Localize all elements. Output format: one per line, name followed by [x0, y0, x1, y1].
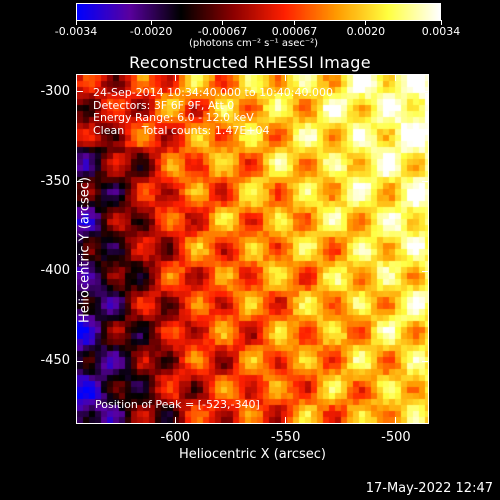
- colorbar-tick: [150, 20, 152, 25]
- colorbar-units-label: (photons cm⁻² s⁻¹ asec⁻²): [189, 38, 319, 49]
- colorbar-tick: [365, 20, 367, 25]
- x-axis-tick: [395, 417, 397, 424]
- plot-area: [76, 74, 429, 424]
- heatmap-image: [77, 75, 428, 423]
- colorbar-tick-label: 0.00067: [271, 25, 318, 38]
- x-axis-tick: [395, 74, 397, 81]
- x-axis-tick-label: -500: [381, 430, 411, 445]
- y-axis-tick-label: -450: [40, 353, 70, 369]
- colorbar-tick: [222, 20, 224, 25]
- colorbar-tick: [440, 20, 442, 25]
- info-overlay: 24-Sep-2014 10:34:40.000 to 10:40:40.000…: [93, 86, 333, 137]
- y-axis-tick: [422, 270, 429, 272]
- y-axis-tick: [76, 91, 83, 93]
- y-axis-tick: [76, 270, 83, 272]
- colorbar-tick-label: 0.0034: [421, 25, 461, 38]
- colorbar: [76, 3, 441, 21]
- x-axis-tick: [174, 74, 176, 81]
- x-axis-tick: [285, 74, 287, 81]
- y-axis-tick: [422, 91, 429, 93]
- info-algorithm-counts: Clean Total counts: 1.47E+04: [93, 123, 270, 137]
- x-axis-tick: [174, 417, 176, 424]
- x-axis-tick-label: -550: [270, 430, 301, 445]
- peak-position-label: Position of Peak = [-523,-340]: [95, 398, 260, 411]
- y-axis-tick: [76, 360, 83, 362]
- y-axis-tick: [76, 181, 83, 183]
- y-axis-tick: [422, 181, 429, 183]
- x-axis-label: Heliocentric X (arcsec): [179, 447, 326, 462]
- colorbar-tick-label: -0.0034: [54, 25, 98, 38]
- info-detectors: Detectors: 3F 6F 9F, Att 0: [93, 98, 235, 112]
- y-axis-tick-label: -350: [40, 173, 70, 189]
- y-axis-label: Heliocentric Y (arcsec): [77, 177, 93, 323]
- timestamp: 17-May-2022 12:47: [365, 481, 493, 496]
- colorbar-tick: [293, 20, 295, 25]
- x-axis-tick-label: -600: [160, 430, 191, 445]
- y-axis-tick: [422, 360, 429, 362]
- x-axis-tick: [285, 417, 287, 424]
- colorbar-tick-label: -0.0020: [129, 25, 173, 38]
- colorbar-tick-label: -0.00067: [197, 25, 248, 38]
- y-axis-tick-label: -300: [40, 83, 70, 99]
- info-energy-range: Energy Range: 6.0 - 12.0 keV: [93, 111, 254, 124]
- colorbar-tick: [75, 20, 77, 25]
- info-time-range: 24-Sep-2014 10:34:40.000 to 10:40:40.000: [93, 86, 333, 99]
- y-axis-tick-label: -400: [40, 263, 70, 279]
- plot-title: Reconstructed RHESSI Image: [129, 53, 371, 72]
- colorbar-tick-label: 0.0020: [346, 25, 386, 38]
